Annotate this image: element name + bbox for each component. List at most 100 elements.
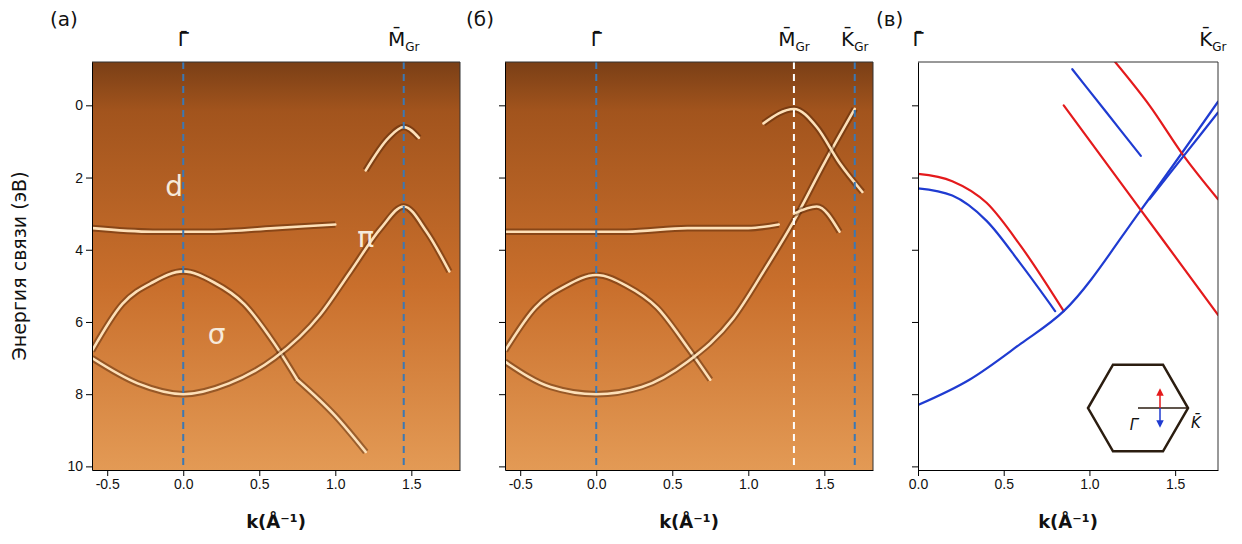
band-shadow	[366, 127, 419, 170]
x-tick-label: 1.5	[402, 476, 422, 492]
band-line	[92, 224, 335, 231]
y-tick-mark	[86, 322, 92, 323]
y-axis: 0246810	[67, 63, 92, 475]
y-axis	[912, 63, 919, 471]
band-line	[918, 174, 1064, 311]
x-tick-label: 0.5	[663, 476, 683, 492]
band-line	[1149, 113, 1218, 200]
y-tick-mark	[499, 394, 505, 395]
symmetry-label: M̄Gr	[388, 26, 420, 54]
y-tick: 10	[67, 458, 92, 474]
x-tick-label: 1.5	[815, 476, 835, 492]
inset-hexagon	[1088, 365, 1188, 452]
symmetry-label-main: Γ̄	[591, 27, 603, 51]
y-tick-mark	[912, 394, 918, 395]
symmetry-line	[403, 62, 405, 470]
y-tick-mark	[86, 250, 92, 251]
x-tick: 0.0	[587, 470, 607, 492]
symmetry-label-main: K̄	[1199, 26, 1213, 51]
x-axis: -0.5 0.0 0.5 1.0 1.5	[93, 470, 461, 492]
plot-frame	[92, 62, 460, 470]
x-tick: 0.5	[994, 470, 1014, 492]
band-shadow	[92, 206, 449, 394]
y-tick-mark	[912, 322, 918, 323]
y-tick	[499, 466, 505, 467]
symmetry-label: K̄Gr	[1199, 26, 1226, 54]
symmetry-label: M̄Gr	[778, 26, 810, 54]
band-annotation: π	[357, 221, 374, 254]
y-tick-mark	[86, 105, 92, 106]
panel-letter: (a)	[50, 7, 78, 31]
y-tick-mark	[912, 105, 918, 106]
x-tick-label: 1.0	[1080, 476, 1100, 492]
x-tick-label: 0.5	[994, 476, 1014, 492]
band-line	[505, 224, 779, 231]
x-tick-label: -0.5	[96, 476, 120, 492]
band-shadow	[794, 206, 840, 231]
panel: -0.50.00.51.01.50246810k(Å⁻¹)Энергия свя…	[8, 7, 461, 532]
y-tick-label: 6	[75, 314, 83, 330]
y-tick-mark	[499, 322, 505, 323]
x-tick-label: -0.5	[509, 476, 533, 492]
band-shadow	[505, 109, 855, 394]
x-tick: -0.5	[96, 470, 120, 492]
y-tick	[912, 466, 918, 467]
y-tick-mark	[86, 178, 92, 179]
x-tick: 0.0	[909, 470, 929, 492]
symmetry-label-main: K̄	[841, 26, 855, 51]
band-annotation: d	[165, 170, 183, 203]
x-axis-title: k(Å⁻¹)	[1038, 510, 1098, 532]
x-axis-title: k(Å⁻¹)	[246, 510, 306, 532]
plot-ground	[92, 62, 460, 470]
panel-letter: (б)	[466, 7, 494, 31]
y-tick-mark	[912, 178, 918, 179]
y-tick-mark	[86, 466, 92, 467]
symmetry-label: Γ̄	[178, 27, 190, 51]
symmetry-label-main: M̄	[388, 26, 405, 51]
band-line	[1072, 69, 1141, 156]
x-tick: 1.5	[815, 470, 835, 492]
x-axis-line	[506, 470, 874, 471]
y-tick	[499, 322, 505, 323]
band-shadow	[297, 380, 365, 452]
y-tick	[912, 250, 918, 251]
x-tick-label: 1.0	[326, 476, 346, 492]
symmetry-label: K̄Gr	[841, 26, 868, 54]
x-tick-label: 0.5	[250, 476, 270, 492]
y-tick-mark	[499, 250, 505, 251]
band-shadow	[505, 224, 779, 231]
band-line	[92, 206, 449, 394]
symmetry-label-sub: Gr	[1212, 40, 1226, 54]
y-tick: 6	[75, 314, 92, 330]
band-line	[794, 206, 840, 231]
plot-marks	[92, 62, 449, 470]
symmetry-label-main: Γ̄	[912, 27, 924, 51]
y-tick-label: 8	[75, 386, 83, 402]
symmetry-line	[595, 62, 597, 470]
x-tick: 1.0	[326, 470, 346, 492]
y-tick-mark	[912, 250, 918, 251]
y-tick	[912, 322, 918, 323]
band-line	[764, 109, 863, 192]
y-tick-mark	[86, 394, 92, 395]
symmetry-label-sub: Gr	[795, 40, 809, 54]
x-tick: 0.0	[174, 470, 194, 492]
figure: -0.50.00.51.01.50246810k(Å⁻¹)Энергия свя…	[0, 0, 1242, 544]
y-axis-line	[505, 63, 506, 471]
symmetry-label: Γ̄	[912, 27, 924, 51]
y-tick-label: 0	[75, 97, 83, 113]
y-axis-line	[918, 63, 919, 471]
plot-frame	[505, 62, 873, 470]
x-tick-label: 0.0	[587, 476, 607, 492]
band-line	[918, 102, 1218, 405]
plot-ground	[918, 62, 1218, 470]
band-line	[1064, 105, 1218, 314]
x-axis-line	[919, 470, 1219, 471]
y-tick	[499, 250, 505, 251]
panel: -0.50.00.51.01.5k(Å⁻¹)(б)Γ̄M̄GrK̄Gr	[466, 7, 874, 532]
panel-letter: (в)	[876, 7, 903, 31]
band-annotation: σ	[208, 318, 226, 351]
x-axis: 0.00.51.01.5	[909, 470, 1219, 492]
x-tick-label: 1.0	[739, 476, 759, 492]
inset-arrow	[1159, 392, 1161, 408]
